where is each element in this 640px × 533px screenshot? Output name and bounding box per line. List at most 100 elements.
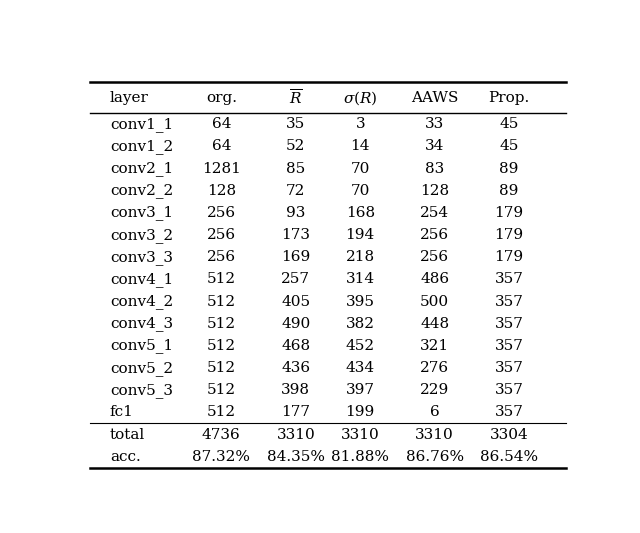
Text: 3310: 3310 bbox=[341, 427, 380, 441]
Text: 357: 357 bbox=[495, 339, 524, 353]
Text: 397: 397 bbox=[346, 383, 375, 397]
Text: 512: 512 bbox=[207, 317, 236, 331]
Text: 169: 169 bbox=[281, 251, 310, 264]
Text: AAWS: AAWS bbox=[411, 91, 458, 105]
Text: 83: 83 bbox=[425, 161, 444, 175]
Text: 256: 256 bbox=[207, 251, 236, 264]
Text: Prop.: Prop. bbox=[488, 91, 530, 105]
Text: conv4_3: conv4_3 bbox=[110, 316, 173, 331]
Text: 1281: 1281 bbox=[202, 161, 241, 175]
Text: 256: 256 bbox=[207, 206, 236, 220]
Text: 256: 256 bbox=[420, 228, 449, 242]
Text: 128: 128 bbox=[420, 184, 449, 198]
Text: 512: 512 bbox=[207, 361, 236, 375]
Text: $\sigma(R)$: $\sigma(R)$ bbox=[343, 89, 378, 107]
Text: 194: 194 bbox=[346, 228, 375, 242]
Text: 93: 93 bbox=[286, 206, 305, 220]
Text: 64: 64 bbox=[212, 117, 231, 131]
Text: 512: 512 bbox=[207, 272, 236, 286]
Text: 35: 35 bbox=[286, 117, 305, 131]
Text: 398: 398 bbox=[281, 383, 310, 397]
Text: 436: 436 bbox=[281, 361, 310, 375]
Text: 256: 256 bbox=[420, 251, 449, 264]
Text: 72: 72 bbox=[286, 184, 305, 198]
Text: 89: 89 bbox=[499, 184, 519, 198]
Text: 468: 468 bbox=[281, 339, 310, 353]
Text: conv3_2: conv3_2 bbox=[110, 228, 173, 243]
Text: 512: 512 bbox=[207, 295, 236, 309]
Text: 86.54%: 86.54% bbox=[480, 450, 538, 464]
Text: conv5_2: conv5_2 bbox=[110, 361, 173, 376]
Text: 89: 89 bbox=[499, 161, 519, 175]
Text: 64: 64 bbox=[212, 140, 231, 154]
Text: 382: 382 bbox=[346, 317, 375, 331]
Text: 3310: 3310 bbox=[415, 427, 454, 441]
Text: 52: 52 bbox=[286, 140, 305, 154]
Text: 357: 357 bbox=[495, 383, 524, 397]
Text: 254: 254 bbox=[420, 206, 449, 220]
Text: conv2_2: conv2_2 bbox=[110, 183, 173, 198]
Text: 357: 357 bbox=[495, 272, 524, 286]
Text: 34: 34 bbox=[425, 140, 444, 154]
Text: 85: 85 bbox=[286, 161, 305, 175]
Text: org.: org. bbox=[206, 91, 237, 105]
Text: 14: 14 bbox=[351, 140, 370, 154]
Text: conv1_2: conv1_2 bbox=[110, 139, 173, 154]
Text: 177: 177 bbox=[281, 406, 310, 419]
Text: 3310: 3310 bbox=[276, 427, 315, 441]
Text: 218: 218 bbox=[346, 251, 375, 264]
Text: total: total bbox=[110, 427, 145, 441]
Text: acc.: acc. bbox=[110, 450, 141, 464]
Text: 81.88%: 81.88% bbox=[332, 450, 389, 464]
Text: 500: 500 bbox=[420, 295, 449, 309]
Text: 395: 395 bbox=[346, 295, 375, 309]
Text: 314: 314 bbox=[346, 272, 375, 286]
Text: conv3_1: conv3_1 bbox=[110, 206, 173, 220]
Text: fc1: fc1 bbox=[110, 406, 134, 419]
Text: 357: 357 bbox=[495, 295, 524, 309]
Text: $\overline{R}$: $\overline{R}$ bbox=[289, 88, 303, 107]
Text: 6: 6 bbox=[430, 406, 440, 419]
Text: 256: 256 bbox=[207, 228, 236, 242]
Text: 448: 448 bbox=[420, 317, 449, 331]
Text: 128: 128 bbox=[207, 184, 236, 198]
Text: 179: 179 bbox=[495, 251, 524, 264]
Text: 434: 434 bbox=[346, 361, 375, 375]
Text: 229: 229 bbox=[420, 383, 449, 397]
Text: 405: 405 bbox=[281, 295, 310, 309]
Text: 3304: 3304 bbox=[490, 427, 529, 441]
Text: 257: 257 bbox=[281, 272, 310, 286]
Text: conv5_1: conv5_1 bbox=[110, 338, 173, 353]
Text: 173: 173 bbox=[281, 228, 310, 242]
Text: 87.32%: 87.32% bbox=[193, 450, 250, 464]
Text: 70: 70 bbox=[351, 184, 370, 198]
Text: 357: 357 bbox=[495, 317, 524, 331]
Text: 70: 70 bbox=[351, 161, 370, 175]
Text: 357: 357 bbox=[495, 361, 524, 375]
Text: conv5_3: conv5_3 bbox=[110, 383, 173, 398]
Text: 357: 357 bbox=[495, 406, 524, 419]
Text: 168: 168 bbox=[346, 206, 375, 220]
Text: 84.35%: 84.35% bbox=[267, 450, 324, 464]
Text: 33: 33 bbox=[425, 117, 444, 131]
Text: 3: 3 bbox=[355, 117, 365, 131]
Text: 45: 45 bbox=[499, 140, 519, 154]
Text: 276: 276 bbox=[420, 361, 449, 375]
Text: 512: 512 bbox=[207, 339, 236, 353]
Text: conv1_1: conv1_1 bbox=[110, 117, 173, 132]
Text: conv3_3: conv3_3 bbox=[110, 250, 173, 265]
Text: 321: 321 bbox=[420, 339, 449, 353]
Text: layer: layer bbox=[110, 91, 148, 105]
Text: 86.76%: 86.76% bbox=[406, 450, 464, 464]
Text: 512: 512 bbox=[207, 406, 236, 419]
Text: conv2_1: conv2_1 bbox=[110, 161, 173, 176]
Text: 4736: 4736 bbox=[202, 427, 241, 441]
Text: 179: 179 bbox=[495, 228, 524, 242]
Text: 179: 179 bbox=[495, 206, 524, 220]
Text: 512: 512 bbox=[207, 383, 236, 397]
Text: 490: 490 bbox=[281, 317, 310, 331]
Text: 45: 45 bbox=[499, 117, 519, 131]
Text: 486: 486 bbox=[420, 272, 449, 286]
Text: conv4_2: conv4_2 bbox=[110, 294, 173, 309]
Text: 199: 199 bbox=[346, 406, 375, 419]
